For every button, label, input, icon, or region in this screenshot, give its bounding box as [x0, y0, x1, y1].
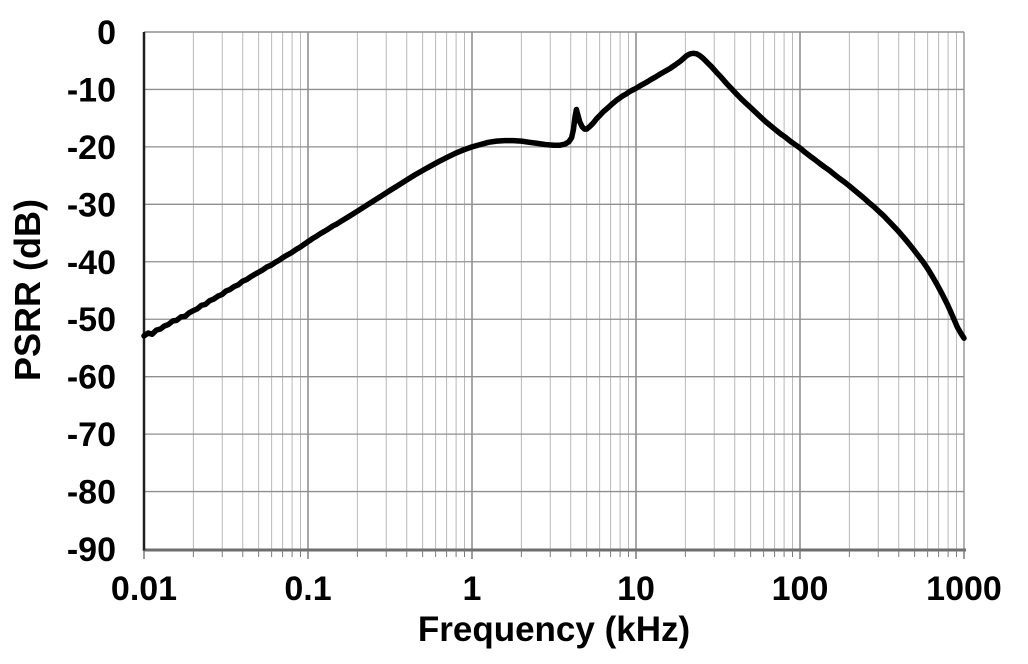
psrr-curve [141, 50, 967, 341]
y-tick-labels: 0 -10 -20 -30 -40 -50 -60 -70 -80 -90 [67, 14, 116, 569]
x-tick-label: 0.1 [284, 570, 331, 608]
y-tick-label: -80 [67, 474, 116, 512]
minor-gridlines [192, 32, 957, 549]
y-tick-label: -60 [67, 359, 116, 397]
x-tick-labels: 0.01 0.1 1 10 100 1000 [111, 570, 1002, 608]
y-tick-label: -40 [67, 244, 116, 282]
x-tick-label: 100 [772, 570, 829, 608]
x-tick-label: 10 [617, 570, 655, 608]
y-tick-label: -90 [67, 531, 116, 569]
x-axis-title: Frequency (kHz) [417, 610, 691, 649]
y-tick-label: -50 [67, 301, 116, 339]
y-axis-title: PSRR (dB) [7, 199, 48, 381]
horizontal-gridlines [144, 88, 964, 493]
y-tick-label: -10 [67, 71, 116, 109]
x-tick-label: 1 [463, 570, 482, 608]
axes [142, 31, 966, 552]
y-tick-label: -70 [67, 416, 116, 454]
x-tick-marks [143, 550, 965, 559]
y-tick-label: -20 [67, 129, 116, 167]
y-tick-label: 0 [97, 14, 116, 52]
y-tick-label: -30 [67, 186, 116, 224]
x-tick-label: 1000 [926, 570, 1002, 608]
x-tick-label: 0.01 [111, 570, 177, 608]
major-gridlines [307, 32, 801, 549]
